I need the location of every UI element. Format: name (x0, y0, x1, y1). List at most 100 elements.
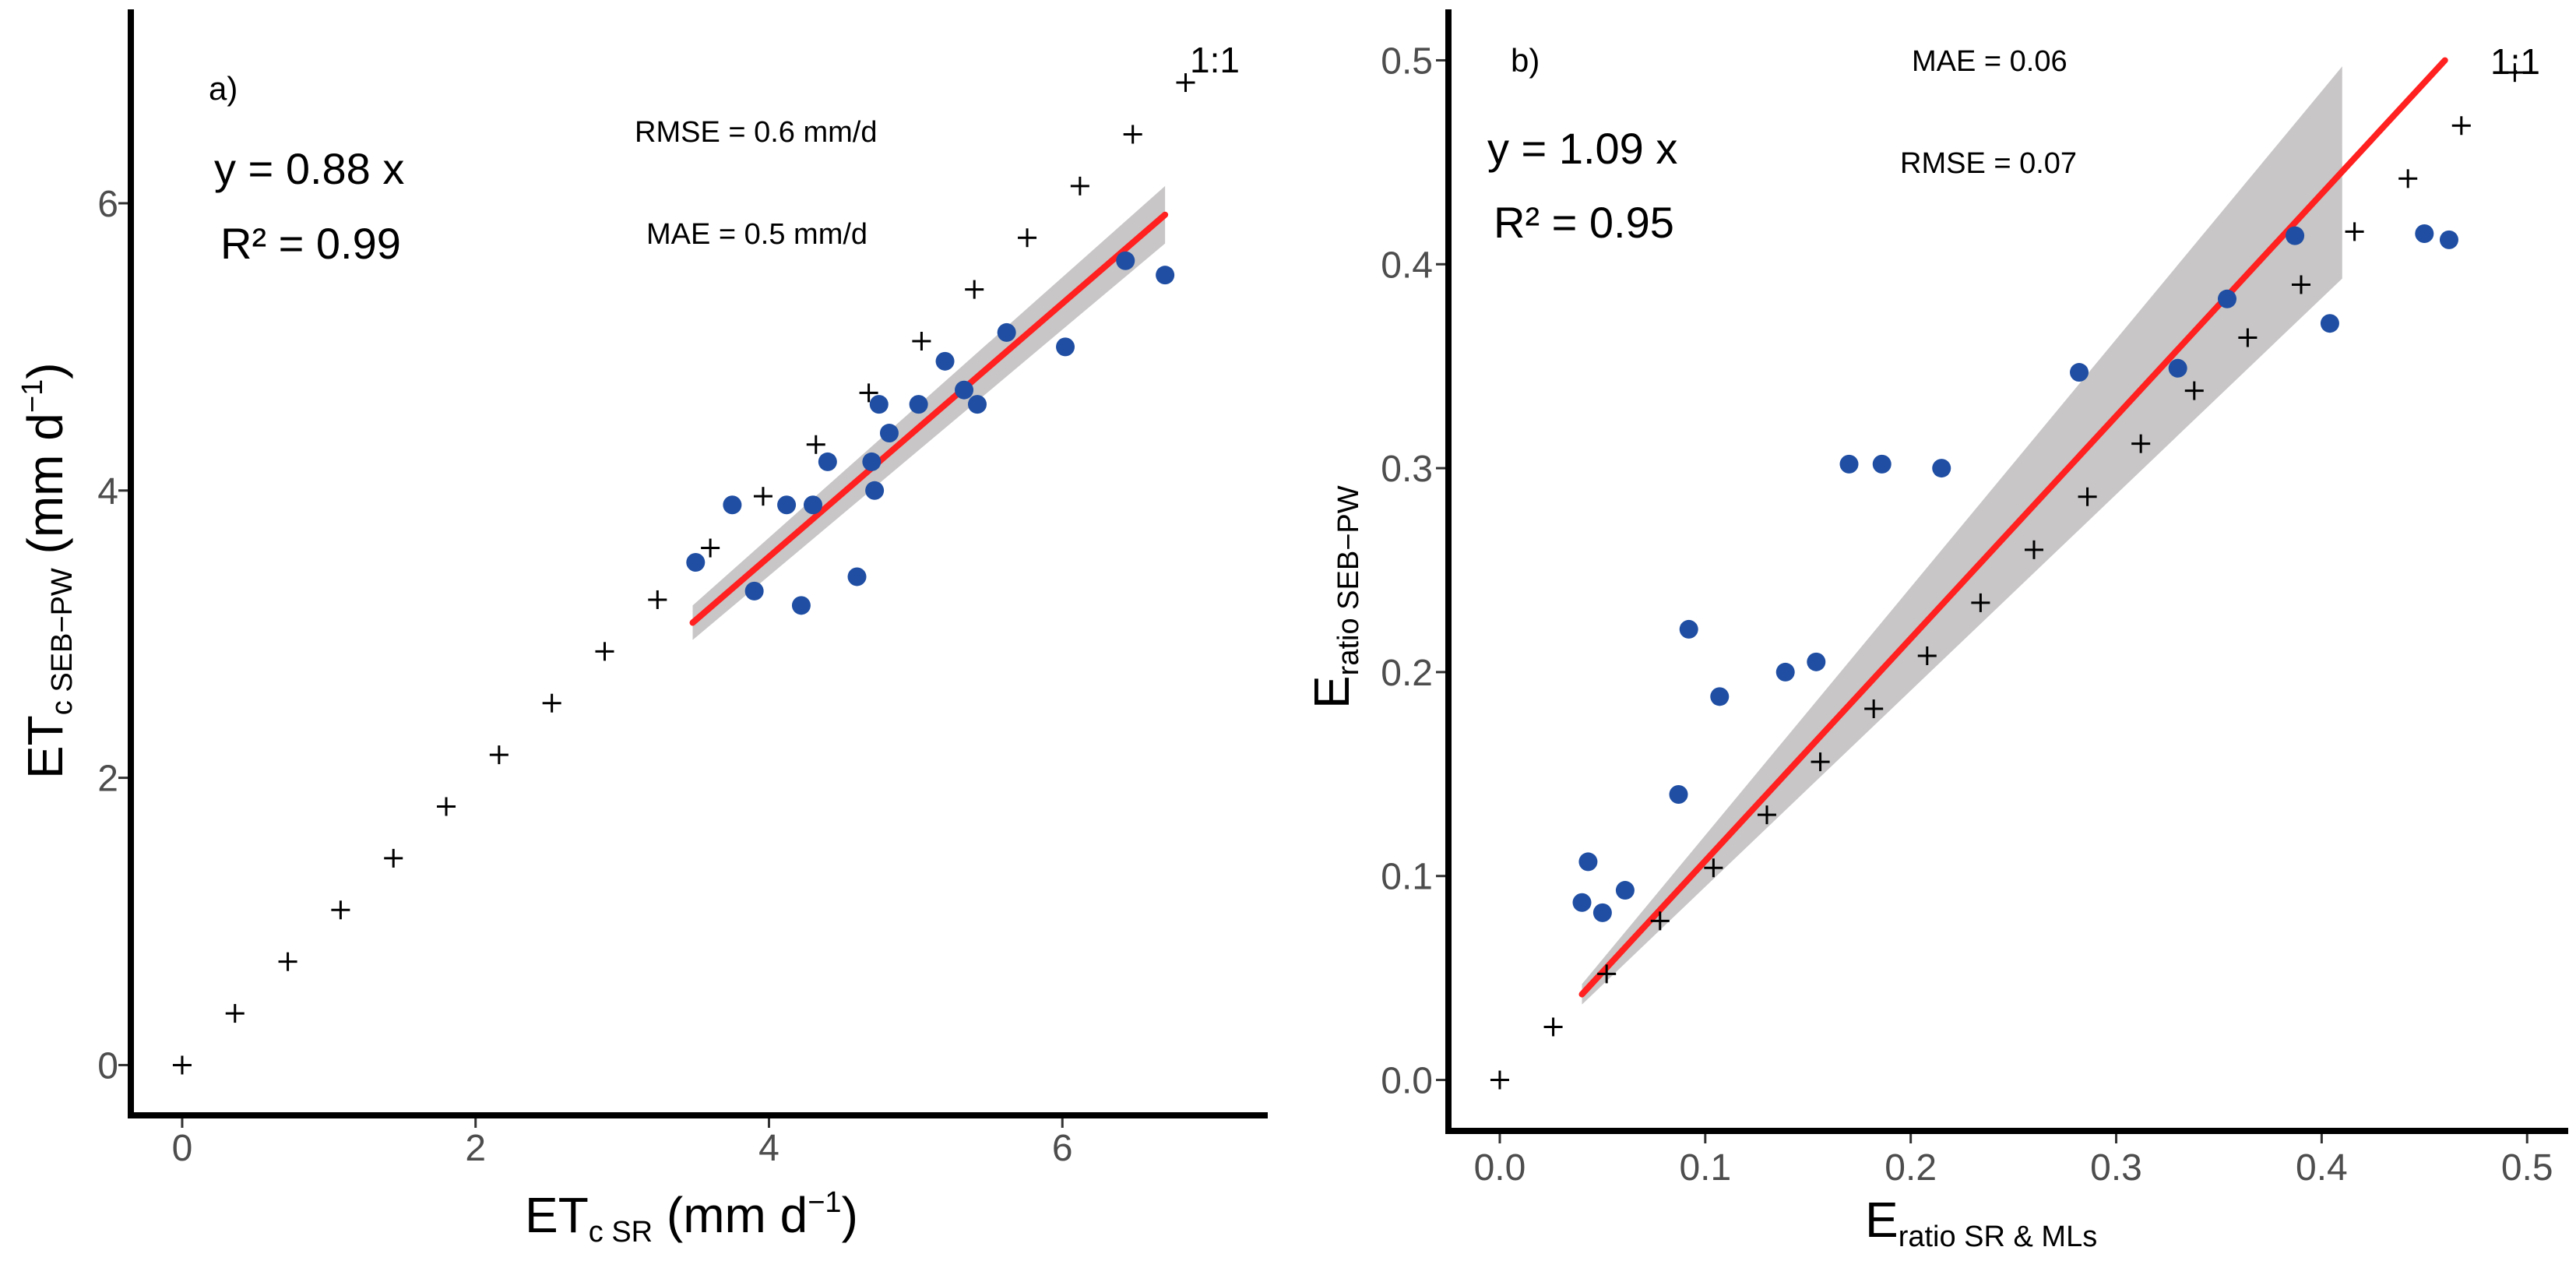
ticks: 0.0 0.1 0.2 0.3 0.4 0.5 0.0 0.1 0.2 0.3 0.4 0.5 (1381, 41, 2553, 1189)
one-to-one-marker (1543, 1017, 1563, 1037)
x-axis-title: Eratio SR & MLs (1865, 1192, 2097, 1253)
y-tick-label: 0.3 (1381, 449, 1433, 490)
one-to-one-marker (753, 487, 772, 506)
one-to-one-marker (2184, 381, 2204, 400)
one-to-one-marker (2024, 540, 2043, 559)
one-to-one-marker (2078, 487, 2097, 506)
one-to-one-marker (1704, 858, 1723, 878)
data-point (1592, 903, 1612, 922)
data-point (2415, 224, 2434, 243)
one-to-one-marker (278, 952, 297, 971)
one-to-one-marker (1917, 646, 1937, 665)
data-point (847, 567, 867, 586)
one-to-one-marker (595, 642, 614, 661)
one-to-one-marker (1757, 805, 1776, 825)
y-tick-label: 0.0 (1381, 1061, 1433, 1102)
rmse: RMSE = 0.6 mm/d (635, 116, 877, 149)
one-to-one-marker (965, 280, 984, 299)
panel-label: a) (209, 70, 238, 107)
panel-b: 0.00.10.20.30.40.50.0 0.1 0.2 0.3 0.4 0.5 b) … (1304, 9, 2568, 1253)
one-to-one-marker (806, 435, 825, 454)
one-to-one-marker (2238, 328, 2258, 347)
one-to-one-marker (1176, 73, 1195, 93)
y-axis-title-main: ET (17, 715, 73, 779)
one-to-one-markers (1490, 63, 2525, 1090)
x-axis-title-main: E (1865, 1192, 1899, 1248)
one-to-one-marker (1018, 228, 1037, 248)
one-to-one-marker (172, 1055, 192, 1075)
data-point (2070, 363, 2089, 382)
x-axis-title-sub: ratio SR & MLs (1899, 1220, 2098, 1253)
axes (128, 9, 1268, 1118)
data-point (1807, 652, 1826, 671)
data-point (935, 351, 955, 371)
data-point (1932, 459, 1951, 478)
one-to-one-marker (542, 693, 561, 713)
one-to-one-marker (1597, 964, 1617, 984)
fit-line (689, 211, 1169, 626)
regression-line (1578, 57, 2448, 998)
y-tick-label: 2 (97, 759, 118, 800)
x-tick-label: 0.3 (2090, 1147, 2142, 1189)
one-to-one-marker (2505, 63, 2525, 83)
one-to-one-marker (1070, 176, 1089, 195)
one-to-one-marker (1811, 752, 1830, 772)
x-axis-title-end: ) (842, 1187, 858, 1243)
y-tick-label: 4 (97, 471, 118, 513)
confidence-band (692, 185, 1166, 640)
one-to-one-marker (1490, 1070, 1509, 1090)
data-point (865, 481, 885, 500)
confidence-band (1582, 66, 2342, 1005)
one-to-one-marker (331, 900, 350, 920)
confidence-band-area (1582, 66, 2342, 1005)
data-point (909, 395, 928, 414)
data-point (1156, 266, 1175, 285)
one-to-one-marker (701, 538, 720, 558)
y-axis-title: Eratio SEB−PW (1304, 485, 1365, 709)
data-point (1669, 785, 1688, 804)
data-point (1056, 337, 1075, 357)
data-point (2439, 230, 2458, 249)
rmse: RMSE = 0.07 (1900, 147, 2077, 180)
y-axis-title-sub: c SEB−PW (46, 568, 79, 715)
y-tick-label: 0.4 (1381, 245, 1433, 286)
y-axis-title-tail: (mm d (17, 413, 73, 568)
data-point (2168, 358, 2187, 378)
y-axis-title-main: E (1304, 675, 1360, 709)
data-point (1710, 687, 1730, 706)
y-axis-title-sub: ratio SEB−PW (1332, 485, 1365, 675)
data-point (967, 395, 987, 414)
ticks: 0 2 4 6 0 2 4 6 (97, 184, 1072, 1169)
data-point (955, 380, 974, 400)
data-point (1839, 454, 1859, 474)
data-point (686, 553, 706, 572)
data-point (1572, 893, 1592, 912)
data-point (1116, 251, 1135, 270)
x-tick-label: 4 (758, 1128, 779, 1169)
y-tick-label: 0.5 (1381, 41, 1433, 82)
one-to-one-marker (1123, 125, 1142, 144)
one-to-one-marker (225, 1004, 245, 1023)
data-point (997, 322, 1016, 342)
y-tick-label: 6 (97, 184, 118, 225)
one-to-one-label: 1:1 (1190, 40, 1240, 80)
data-points (1572, 224, 2458, 922)
data-point (1872, 454, 1892, 474)
y-axis-title: ETc SEB−PW (mm d−1) (16, 362, 79, 779)
data-point (1615, 881, 1635, 900)
one-to-one-marker (1864, 699, 1884, 719)
x-tick-label: 0.0 (1474, 1147, 1526, 1189)
confidence-band-area (692, 185, 1166, 640)
one-to-one-marker (2451, 116, 2471, 136)
data-point (777, 495, 797, 515)
x-tick-label: 0 (172, 1128, 193, 1169)
equation: y = 0.88 x (214, 144, 404, 193)
x-axis-title-main: ET (525, 1187, 589, 1243)
data-point (818, 452, 837, 471)
x-tick-label: 2 (465, 1128, 486, 1169)
one-to-one-marker (2398, 169, 2418, 188)
y-axis-title-sup: −1 (16, 379, 49, 413)
data-point (744, 581, 764, 601)
mae: MAE = 0.06 (1912, 45, 2067, 78)
